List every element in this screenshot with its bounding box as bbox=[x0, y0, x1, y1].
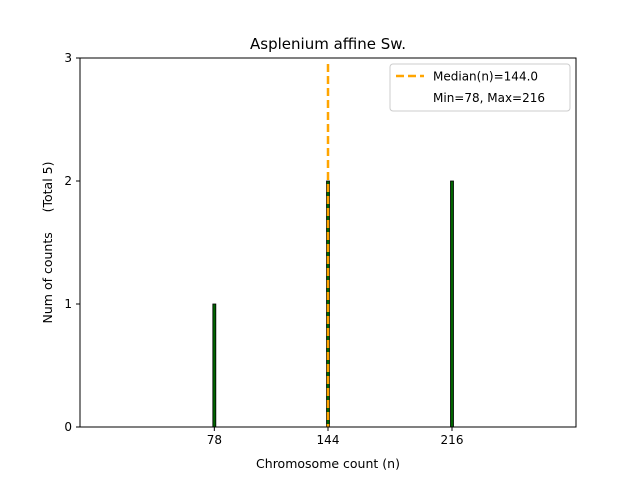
y-tick-label-1: 1 bbox=[64, 297, 72, 311]
legend-minmax-label: Min=78, Max=216 bbox=[433, 91, 545, 105]
y-tick-label-2: 2 bbox=[64, 174, 72, 188]
bar-216 bbox=[450, 180, 454, 428]
y-axis-label: Num of counts (Total 5) bbox=[40, 162, 55, 324]
x-tick-label-78: 78 bbox=[207, 433, 222, 447]
legend: Median(n)=144.0 Min=78, Max=216 bbox=[389, 63, 571, 112]
chart-title: Asplenium affine Sw. bbox=[250, 35, 406, 53]
bar-78 bbox=[212, 303, 217, 428]
x-tick-label-216: 216 bbox=[441, 433, 464, 447]
y-tick-label-3: 3 bbox=[64, 51, 72, 65]
x-axis-ticks: 78 144 216 bbox=[207, 427, 464, 447]
x-axis-label: Chromosome count (n) bbox=[256, 456, 400, 471]
legend-median-label: Median(n)=144.0 bbox=[433, 70, 538, 84]
legend-box bbox=[389, 63, 571, 112]
x-tick-label-144: 144 bbox=[317, 433, 340, 447]
y-tick-label-0: 0 bbox=[64, 420, 72, 434]
y-axis-ticks: 0 1 2 3 bbox=[64, 51, 80, 434]
